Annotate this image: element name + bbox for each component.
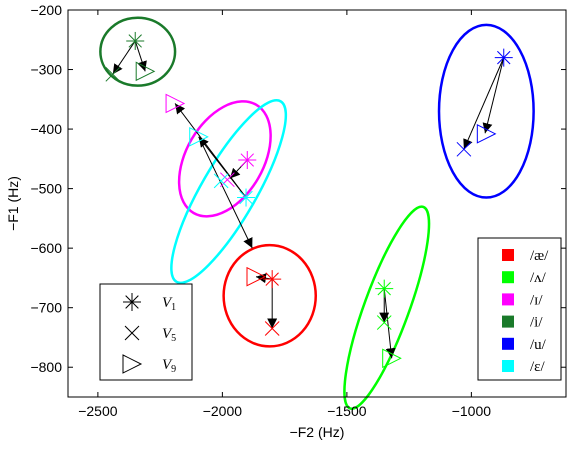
marker-legend-box bbox=[99, 283, 193, 381]
x-tick-label: −2000 bbox=[203, 403, 243, 419]
legend-swatch bbox=[502, 249, 514, 261]
legend-x-icon bbox=[124, 325, 140, 341]
marker-v1-/æ/ bbox=[263, 270, 282, 289]
marker-v1-/i/ bbox=[126, 31, 145, 50]
marker-v5-/i/ bbox=[105, 66, 121, 82]
marker-v9-/ɪ/ bbox=[165, 93, 186, 114]
trajectory-arrow bbox=[112, 40, 136, 75]
marker-v5-/æ/ bbox=[264, 321, 280, 336]
marker-v5-/ʌ/ bbox=[376, 315, 392, 330]
ellipse-/u/ bbox=[437, 23, 535, 199]
marker-v9-/æ/ bbox=[246, 266, 267, 287]
x-axis-ticks: −2500 −2000 −1500 −1000 bbox=[78, 10, 491, 419]
y-tick-label: −500 bbox=[30, 181, 62, 197]
ellipse-/i/ bbox=[99, 16, 177, 87]
x-stroke bbox=[124, 325, 140, 341]
ellipse-/ɛ/ bbox=[170, 99, 288, 285]
y-tick-label: −300 bbox=[30, 62, 62, 78]
x-stroke bbox=[376, 315, 392, 330]
marker-v5-/ɛ/ bbox=[213, 173, 229, 189]
markers-layer bbox=[105, 31, 513, 369]
arrows-layer bbox=[112, 40, 505, 359]
legend-label: /æ/ bbox=[530, 248, 549, 264]
legend-asterisk-icon bbox=[123, 293, 141, 311]
ellipse-/ɪ/ bbox=[177, 100, 272, 218]
x-tick-label: −1500 bbox=[327, 403, 367, 419]
y-tick-label: −200 bbox=[30, 2, 62, 18]
marker-v9-/ɛ/ bbox=[189, 127, 209, 147]
legend-triangle-icon bbox=[122, 354, 143, 374]
trajectory-arrow bbox=[383, 288, 396, 359]
plot-frame bbox=[67, 9, 567, 398]
x-stroke bbox=[213, 173, 229, 189]
ellipses-layer bbox=[99, 16, 535, 410]
trajectory-arrow bbox=[482, 57, 505, 134]
legend-label: /i/ bbox=[530, 315, 543, 331]
y-tick-label: −800 bbox=[30, 359, 62, 375]
asterisk-stroke bbox=[128, 34, 142, 48]
ellipse-/æ/ bbox=[222, 243, 318, 348]
marker-v1-/ɪ/ bbox=[238, 151, 257, 170]
legend-swatch bbox=[502, 293, 514, 306]
y-axis-ticks: −200 −300 −400 −500 −600 −700 −800 bbox=[30, 2, 566, 375]
trajectory-arrow bbox=[198, 136, 253, 249]
y-tick-label: −700 bbox=[30, 300, 62, 316]
x-tick-label: −2500 bbox=[78, 403, 118, 419]
trajectory-arrow bbox=[463, 57, 505, 150]
legend-marker-subscript: 9 bbox=[171, 364, 176, 375]
legend-marker-subscript: 5 bbox=[171, 333, 176, 344]
color-legend: /æ/ /ʌ/ /ɪ/ /i/ /u/ /ɛ/ bbox=[477, 237, 562, 381]
y-tick-label: −600 bbox=[30, 240, 62, 256]
legend-label: /u/ bbox=[530, 337, 547, 353]
ellipse-/ʌ/ bbox=[343, 205, 431, 410]
color-legend-box bbox=[477, 237, 562, 381]
legend-swatch bbox=[502, 337, 514, 350]
marker-v9-/u/ bbox=[476, 124, 497, 144]
legend-swatch bbox=[502, 315, 514, 328]
legend-marker-subscript: 1 bbox=[171, 302, 176, 313]
y-axis-label: −F1 (Hz) bbox=[5, 176, 21, 231]
legend-label: /ɛ/ bbox=[530, 359, 545, 375]
asterisk-stroke bbox=[240, 153, 254, 167]
legend-swatch bbox=[502, 271, 514, 284]
asterisk-stroke bbox=[265, 272, 279, 286]
marker-v5-/ɪ/ bbox=[220, 172, 235, 188]
trajectory-arrow bbox=[198, 136, 247, 198]
y-tick-label: −400 bbox=[30, 121, 62, 137]
x-stroke bbox=[264, 321, 280, 336]
marker-v9-/i/ bbox=[135, 61, 156, 82]
asterisk-stroke bbox=[239, 190, 253, 205]
legend-label: /ɪ/ bbox=[530, 292, 543, 308]
x-stroke bbox=[220, 172, 235, 188]
marker-v1-/ʌ/ bbox=[375, 279, 394, 298]
marker-v5-/u/ bbox=[456, 141, 472, 157]
x-tick-label: −1000 bbox=[452, 403, 492, 419]
marker-v9-/ʌ/ bbox=[382, 348, 402, 369]
legend-swatch bbox=[502, 360, 514, 372]
marker-v1-/ɛ/ bbox=[237, 188, 256, 207]
x-axis-label: −F2 (Hz) bbox=[290, 424, 345, 440]
marker-v1-/u/ bbox=[494, 48, 513, 67]
asterisk-stroke bbox=[125, 295, 139, 309]
asterisk-stroke bbox=[497, 50, 511, 65]
x-stroke bbox=[105, 66, 121, 82]
x-stroke bbox=[456, 141, 472, 157]
legend-label: /ʌ/ bbox=[530, 270, 547, 286]
asterisk-stroke bbox=[377, 281, 391, 296]
